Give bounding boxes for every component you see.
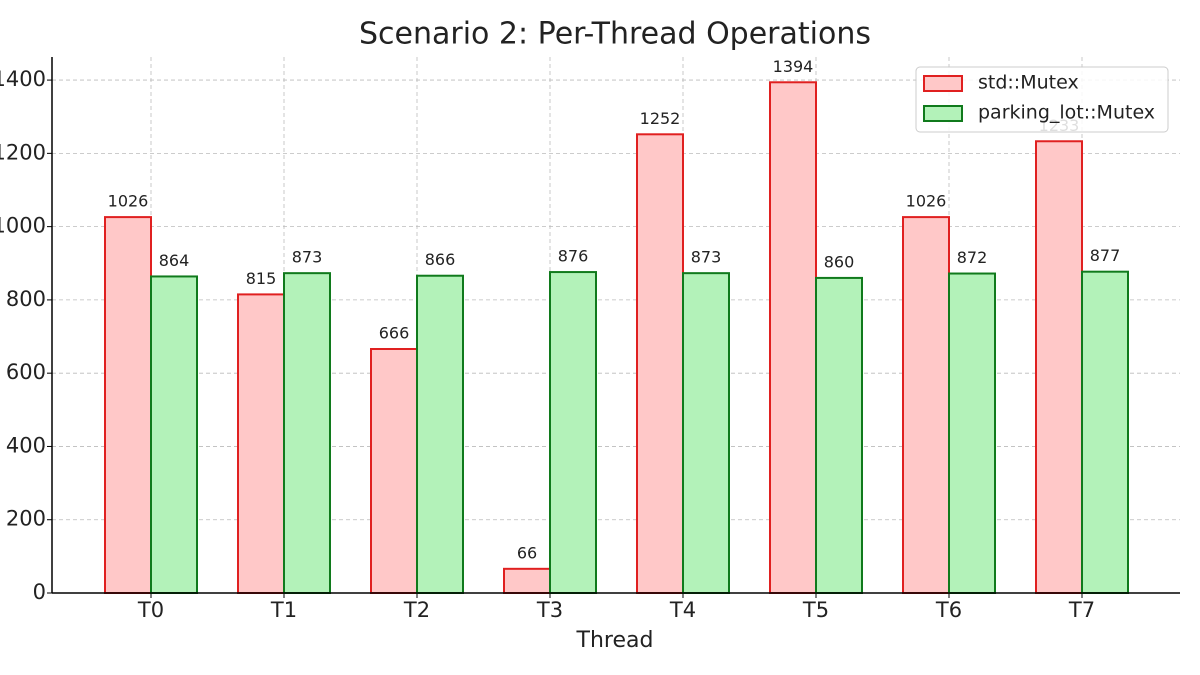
bar — [769, 81, 817, 594]
bar — [503, 567, 551, 594]
bar — [283, 272, 331, 594]
data-label: 872 — [957, 248, 988, 267]
bar — [948, 272, 996, 594]
data-label: 666 — [379, 323, 410, 342]
x-tick-label: T7 — [1068, 598, 1095, 622]
data-label: 1252 — [640, 109, 681, 128]
bar — [416, 274, 464, 594]
data-label: 876 — [558, 247, 589, 266]
x-tick-label: T5 — [802, 598, 829, 622]
legend-label: std::Mutex — [978, 72, 1079, 94]
bar — [636, 133, 684, 594]
x-tick-label: T0 — [137, 598, 164, 622]
y-tick-label: 1200 — [0, 140, 46, 164]
bar — [902, 216, 950, 595]
bar — [682, 272, 730, 594]
x-axis-label: Thread — [576, 628, 654, 653]
data-label: 866 — [425, 250, 456, 269]
data-label: 1026 — [108, 192, 149, 211]
data-label: 860 — [824, 252, 855, 271]
bar — [104, 216, 152, 595]
y-tick-label: 1000 — [0, 214, 46, 238]
legend-label: parking_lot::Mutex — [978, 102, 1155, 124]
y-tick-label: 800 — [6, 287, 46, 311]
legend-swatch — [923, 75, 963, 92]
y-tick-label: 400 — [6, 433, 46, 457]
data-label: 815 — [246, 269, 277, 288]
y-tick-label: 0 — [33, 580, 46, 604]
data-label: 873 — [292, 248, 323, 267]
bar — [370, 347, 418, 594]
data-label: 864 — [159, 251, 190, 270]
data-label: 873 — [691, 248, 722, 267]
y-tick-label: 1400 — [0, 67, 46, 91]
bar — [237, 293, 285, 594]
x-tick-label: T3 — [536, 598, 563, 622]
chart-title: Scenario 2: Per-Thread Operations — [359, 17, 871, 52]
bar — [150, 275, 198, 594]
data-label: 1026 — [906, 192, 947, 211]
x-tick-label: T1 — [270, 598, 297, 622]
legend-swatch — [923, 105, 963, 122]
data-label: 66 — [517, 543, 537, 562]
data-label: 877 — [1090, 246, 1121, 265]
x-tick-label: T4 — [669, 598, 696, 622]
bar — [815, 276, 863, 594]
bar — [1035, 140, 1083, 595]
y-tick-label: 600 — [6, 360, 46, 384]
legend-frame — [915, 66, 1169, 133]
bar — [549, 271, 597, 594]
y-tick-label: 200 — [6, 507, 46, 531]
x-tick-label: T6 — [935, 598, 962, 622]
bar — [1081, 270, 1129, 594]
x-tick-label: T2 — [403, 598, 430, 622]
grid — [52, 57, 1180, 594]
data-label: 1394 — [773, 57, 814, 76]
